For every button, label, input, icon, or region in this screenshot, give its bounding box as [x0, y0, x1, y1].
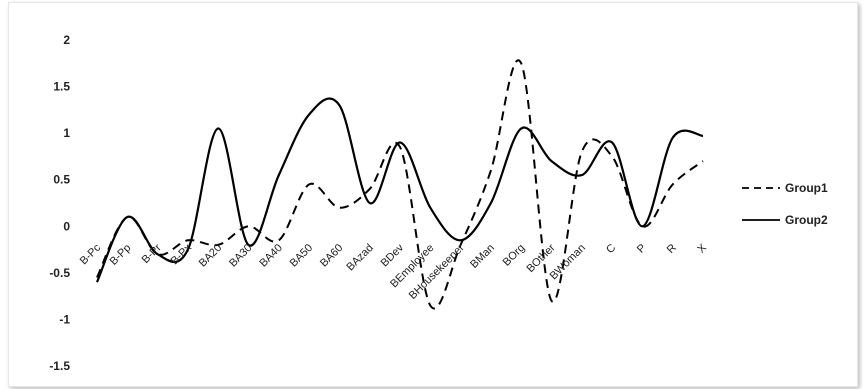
x-category-label: C [604, 242, 618, 256]
x-category-label: R [665, 242, 679, 256]
y-tick-label: -1.5 [49, 359, 70, 373]
series-lines [95, 59, 704, 310]
x-category-label: BA60 [318, 242, 346, 270]
legend-label-group1: Group1 [785, 181, 828, 195]
x-category-label: P [635, 242, 649, 256]
x-category-label: X [695, 241, 709, 255]
y-tick-label: 2 [63, 33, 70, 47]
y-tick-label: 0 [63, 219, 70, 233]
x-category-label: BA50 [288, 242, 316, 270]
x-category-label: BMan [468, 242, 497, 271]
x-category-label: BDev [379, 242, 407, 270]
series-line-group1 [96, 59, 704, 310]
x-category-label: B-Pr [140, 242, 164, 266]
x-category-label: BAzad [344, 242, 375, 273]
x-category-labels: B-Pc B-Pp B-Pr B-Px BA20 BA30 BA40 BA50 BA60BAza… [78, 241, 710, 301]
y-tick-label: -0.5 [49, 266, 70, 280]
legend: Group1 Group2 [742, 181, 828, 227]
chart-frame [8, 2, 858, 387]
y-tick-label: 1 [63, 126, 70, 140]
x-category-label: BA20 [197, 242, 225, 270]
y-axis-tick-labels: 2 1.5 1 0.5 0 -0.5 -1 -1.5 [49, 33, 70, 373]
legend-label-group2: Group2 [785, 213, 828, 227]
x-category-label: BHousekeeper [407, 242, 467, 302]
series-line-group2 [95, 97, 704, 283]
y-tick-label: 1.5 [53, 80, 70, 94]
x-category-label: BOrg [501, 242, 528, 269]
x-category-label: B-Pc [78, 242, 104, 268]
y-tick-label: -1 [59, 312, 70, 326]
x-category-label: BA40 [257, 242, 285, 270]
y-tick-label: 0.5 [53, 173, 70, 187]
